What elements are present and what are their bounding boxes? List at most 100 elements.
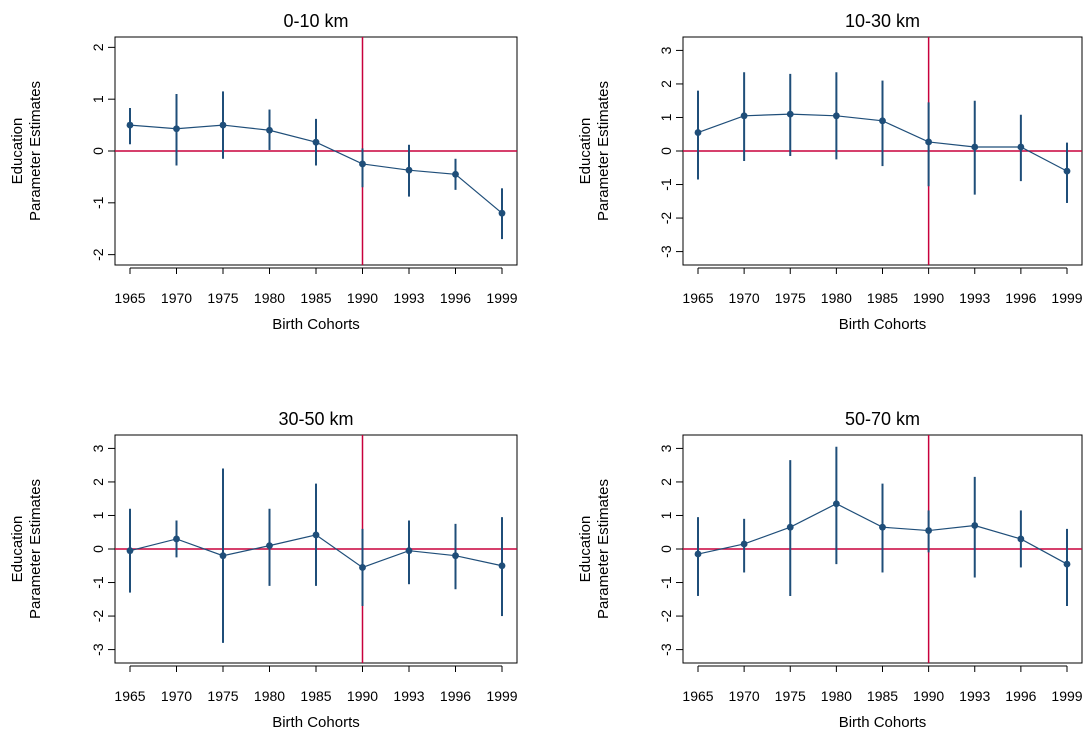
x-tick-label: 1980 (821, 688, 852, 704)
x-tick-label: 1980 (254, 290, 285, 306)
panel-title: 10-30 km (845, 11, 920, 31)
estimate-point (694, 550, 702, 558)
estimate-point (498, 562, 506, 570)
estimate-point (879, 117, 886, 125)
estimate-point (832, 112, 840, 120)
y-tick-label: -2 (90, 248, 106, 261)
x-tick-label: 1970 (729, 688, 760, 704)
x-tick-label: 1999 (1051, 688, 1082, 704)
panel-title: 50-70 km (845, 409, 920, 429)
x-tick-label: 1993 (393, 290, 424, 306)
estimate-point (219, 552, 227, 560)
y-tick-label: 0 (90, 147, 106, 155)
x-tick-label: 1985 (300, 290, 331, 306)
y-axis-title-line2: Parameter Estimates (595, 81, 612, 221)
estimate-point (359, 160, 366, 168)
y-axis-title-line2: Parameter Estimates (27, 479, 44, 619)
y-tick-label: -1 (90, 576, 106, 589)
y-tick-label: -3 (90, 643, 106, 656)
x-tick-label: 1970 (161, 290, 192, 306)
estimate-point (266, 542, 273, 550)
x-axis-title: Birth Cohorts (839, 316, 927, 333)
x-tick-label: 1993 (959, 290, 990, 306)
x-tick-label: 1980 (821, 290, 852, 306)
x-tick-label: 1999 (1051, 290, 1082, 306)
estimate-point (1017, 535, 1025, 543)
panel-30-50-km: 30-50 km -3 -2 -1 0 1 2 3 1965 1970 1975 1980 1985 19… (9, 409, 518, 731)
y-tick-label: -1 (90, 196, 106, 209)
estimate-point (786, 523, 794, 531)
x-tick-label: 1965 (682, 290, 713, 306)
y-tick-label: 2 (658, 80, 674, 88)
estimate-point (879, 523, 886, 531)
y-axis-title-line1: Education (577, 118, 594, 185)
x-tick-label: 1999 (486, 688, 517, 704)
y-tick-label: -2 (658, 212, 674, 225)
y-tick-label: 2 (90, 478, 106, 486)
y-axis-title-line1: Education (577, 516, 594, 583)
estimate-point (1017, 143, 1025, 151)
x-tick-label: 1985 (867, 688, 898, 704)
estimate-point (126, 121, 134, 129)
y-axis-title-line1: Education (9, 516, 26, 583)
estimate-point (405, 547, 413, 555)
estimate-point (740, 540, 748, 548)
x-axis-title: Birth Cohorts (839, 714, 927, 731)
estimate-point (971, 143, 979, 151)
x-tick-label: 1965 (114, 290, 145, 306)
y-tick-label: -1 (658, 576, 674, 589)
estimate-point (925, 138, 933, 146)
x-tick-label: 1985 (867, 290, 898, 306)
estimate-point (312, 531, 320, 539)
x-tick-label: 1993 (393, 688, 424, 704)
x-tick-label: 1965 (114, 688, 145, 704)
estimate-point (498, 209, 506, 217)
estimate-point (694, 129, 702, 136)
x-tick-label: 1990 (913, 688, 944, 704)
panel-0-10-km: 0-10 km -2 -1 0 1 2 1965 1970 1975 1980 1985 1990 19… (9, 11, 518, 333)
y-tick-label: 1 (90, 95, 106, 103)
y-axis-title-line2: Parameter Estimates (595, 479, 612, 619)
y-tick-label: -1 (658, 178, 674, 191)
y-tick-label: 3 (658, 444, 674, 452)
x-axis-title: Birth Cohorts (272, 316, 360, 333)
x-tick-label: 1996 (1005, 290, 1036, 306)
y-tick-label: 0 (658, 545, 674, 553)
estimate-point (971, 522, 979, 529)
estimate-point (173, 535, 180, 543)
x-tick-label: 1975 (775, 290, 806, 306)
estimate-point (925, 527, 933, 534)
x-tick-label: 1985 (300, 688, 331, 704)
y-tick-label: -3 (658, 643, 674, 656)
y-tick-label: 0 (658, 147, 674, 155)
panel-title: 30-50 km (278, 409, 353, 429)
x-tick-label: 1965 (682, 688, 713, 704)
x-tick-label: 1975 (775, 688, 806, 704)
estimate-point (312, 138, 320, 146)
y-tick-label: 1 (90, 511, 106, 519)
estimate-point (405, 166, 413, 174)
panel-title: 0-10 km (283, 11, 348, 31)
x-tick-label: 1993 (959, 688, 990, 704)
panel-50-70-km: 50-70 km -3 -2 -1 0 1 2 3 1965 1970 1975 1980 1985 19… (577, 409, 1083, 731)
estimate-point (452, 552, 459, 560)
estimate-point (219, 121, 227, 129)
x-tick-label: 1970 (729, 290, 760, 306)
estimate-point (452, 170, 459, 178)
x-tick-label: 1970 (161, 688, 192, 704)
x-tick-label: 1975 (207, 688, 238, 704)
x-tick-label: 1996 (1005, 688, 1036, 704)
y-axis-title-line2: Parameter Estimates (27, 81, 44, 221)
estimate-point (173, 125, 180, 133)
estimate-point (1063, 167, 1071, 175)
x-tick-label: 1990 (347, 290, 378, 306)
x-tick-label: 1990 (913, 290, 944, 306)
y-tick-label: 1 (658, 113, 674, 121)
panel-10-30-km: 10-30 km -3 -2 -1 0 1 2 3 1965 1970 1975 1980 1985 19… (577, 11, 1083, 333)
estimate-point (266, 126, 273, 134)
y-tick-label: -3 (658, 245, 674, 258)
y-tick-label: -2 (658, 610, 674, 623)
y-tick-label: 2 (90, 43, 106, 51)
y-tick-label: 3 (90, 444, 106, 452)
